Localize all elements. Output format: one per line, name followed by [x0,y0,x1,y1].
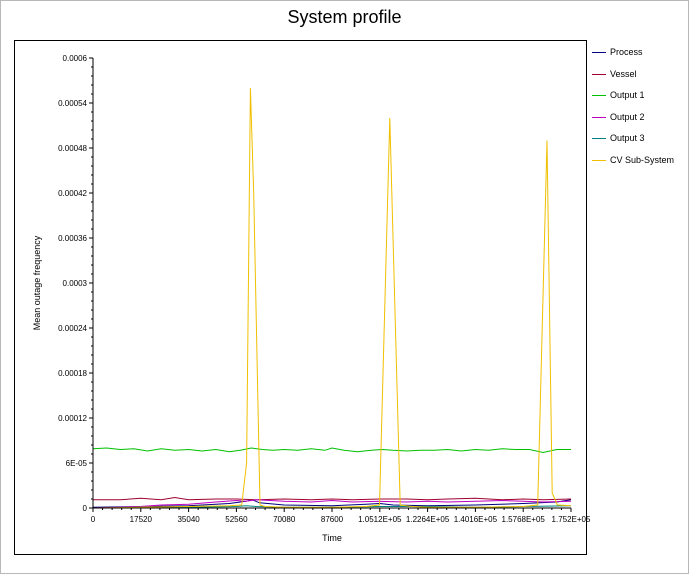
legend-swatch [592,138,606,139]
y-tick-label: 0.00042 [58,189,87,198]
y-tick-label: 0.00024 [58,324,87,333]
legend-item-output-1: Output 1 [592,89,687,111]
legend-swatch [592,73,606,75]
chart-title: System profile [287,7,402,27]
legend-label: Vessel [610,68,637,79]
y-tick-label: 0.00048 [58,144,87,153]
legend-item-process: Process [592,46,687,68]
series-layer [92,87,572,509]
x-ticks: 0 17520 35040 52560 70080 87600 1.0512E+05 1.22… [91,508,591,524]
series-line-output-1 [92,447,571,454]
x-tick-label: 1.0512E+05 [358,515,402,524]
x-axis-title: Time [322,533,342,543]
legend: Process Vessel Output 1 Output 2 Output 3 CV … [592,46,687,175]
series-line-process [92,499,572,508]
y-tick-label: 0.0003 [63,279,88,288]
y-tick-label: 0.00036 [58,234,87,243]
legend-label: Process [610,47,643,57]
x-tick-label: 1.4016E+05 [454,515,498,524]
y-ticks: 0 6E-05 0.00012 0.00018 0.00024 0.0003 0.00036… [58,54,93,513]
x-tick-label: 35040 [177,515,200,524]
axes-layer [92,58,571,509]
legend-item-output-3: Output 3 [592,132,687,154]
legend-label: Output 2 [610,111,645,122]
legend-label: Output 3 [610,133,645,143]
x-tick-label: 17520 [130,515,153,524]
y-tick-label: 6E-05 [66,459,88,468]
y-tick-label: 0.0006 [63,54,88,63]
x-tick-label: 52560 [225,515,248,524]
legend-item-vessel: Vessel [592,68,687,90]
legend-swatch [592,116,606,118]
x-tick-label: 70080 [273,515,296,524]
legend-swatch [592,52,606,53]
y-tick-label: 0.00018 [58,369,87,378]
x-tick-label: 0 [91,515,96,524]
legend-swatch [592,159,606,161]
y-tick-label: 0 [83,504,88,513]
y-axis-title: Mean outage frequency [32,235,42,330]
series-line-output-2 [92,499,572,509]
x-tick-label: 1.2264E+05 [406,515,450,524]
y-tick-label: 0.00054 [58,99,87,108]
legend-item-output-2: Output 2 [592,111,687,133]
legend-label: CV Sub-System [610,154,675,165]
legend-item-cv-sub-system: CV Sub-System [592,154,687,176]
x-tick-label: 87600 [321,515,344,524]
legend-swatch [592,95,606,96]
plot-frame [14,40,587,555]
series-line-cv-sub-system [92,87,572,509]
legend-label: Output 1 [610,90,645,100]
x-tick-label: 1.5768E+05 [502,515,546,524]
x-tick-label: 1.752E+05 [552,515,591,524]
series-line-vessel [93,496,572,501]
y-tick-label: 0.00012 [58,414,87,423]
